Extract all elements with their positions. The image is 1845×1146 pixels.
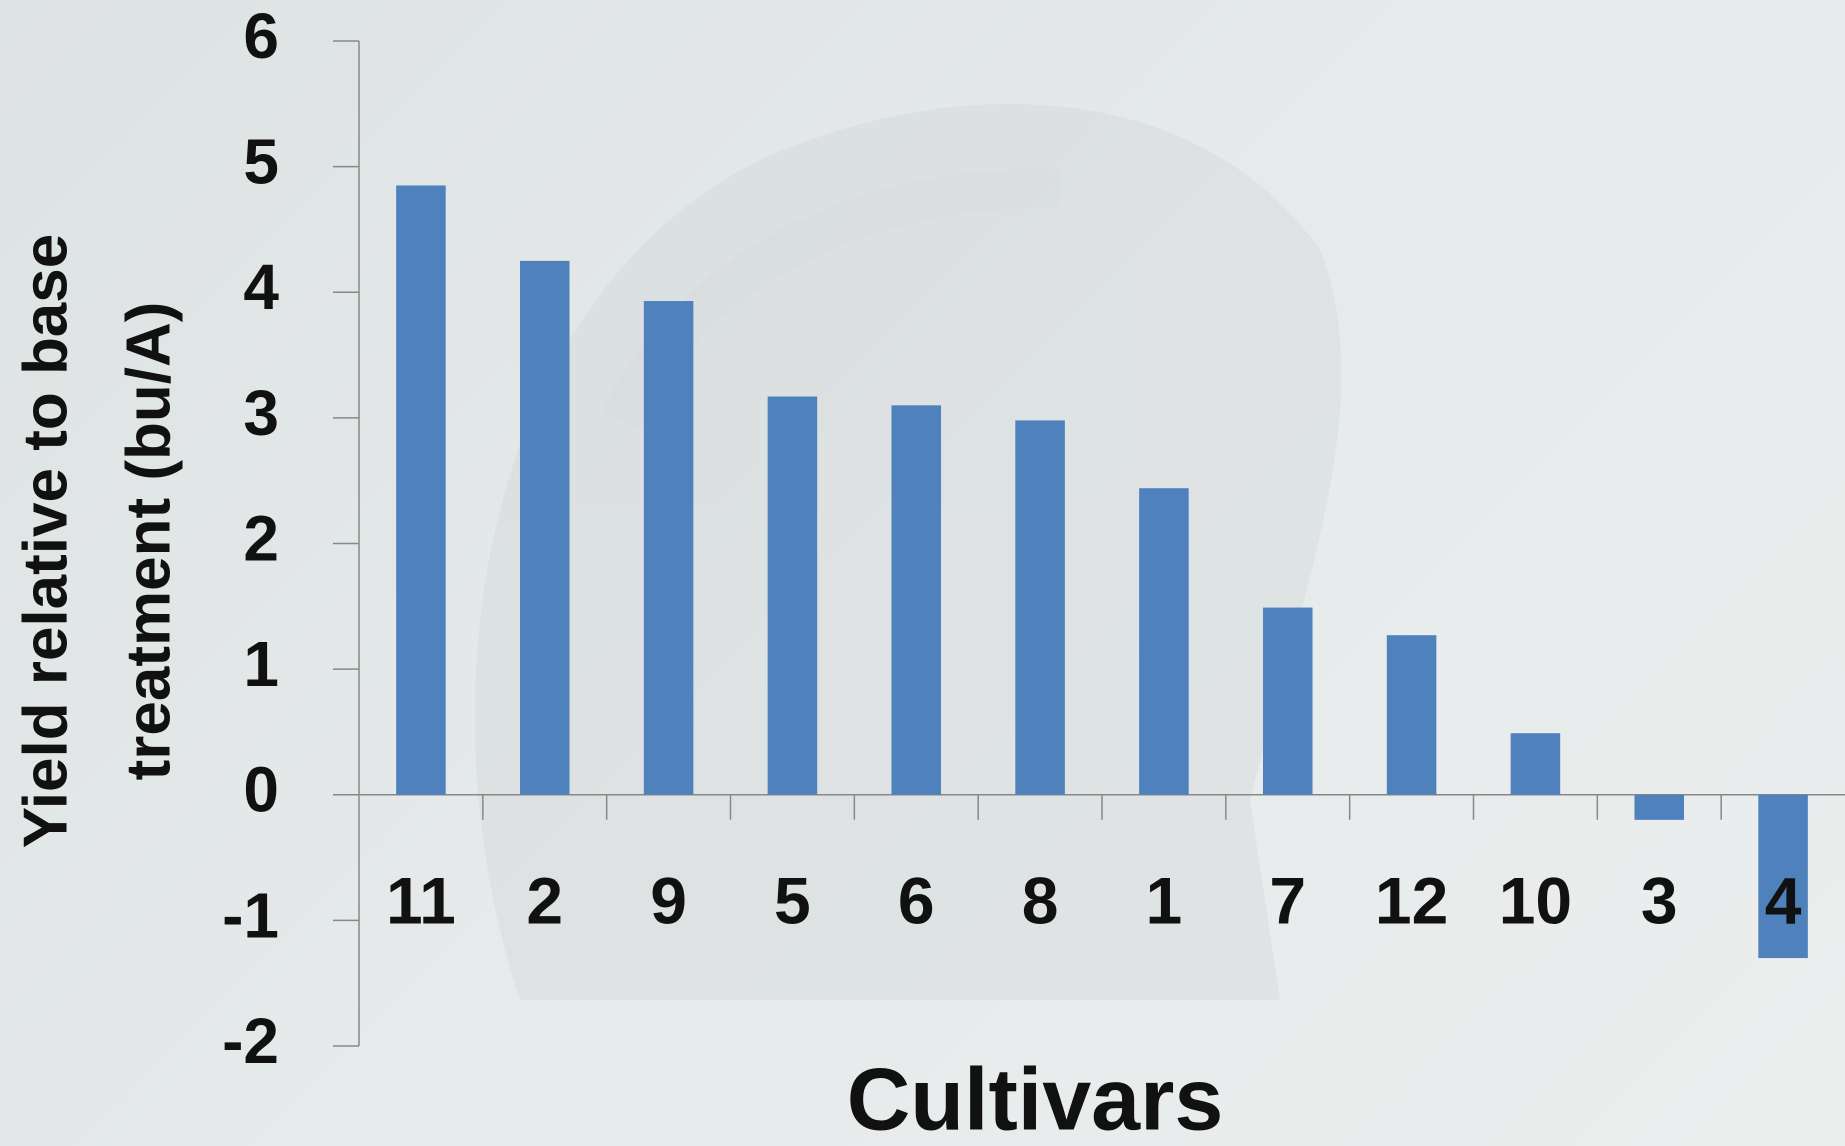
x-tick-label: 3 <box>1641 863 1678 937</box>
y-tick-label: 0 <box>243 754 279 826</box>
bar <box>1263 608 1313 795</box>
bar <box>520 261 570 795</box>
y-tick-label: 2 <box>243 502 279 574</box>
y-tick-label: -1 <box>222 879 279 951</box>
y-axis-title: treatment (bu/A) <box>114 302 183 781</box>
bar <box>1634 795 1684 820</box>
bar <box>768 397 818 795</box>
x-tick-label: 11 <box>386 863 456 937</box>
y-tick-label: 3 <box>243 377 279 449</box>
bar <box>1511 733 1561 795</box>
x-tick-label: 10 <box>1499 863 1572 937</box>
y-tick-label: 1 <box>243 628 279 700</box>
y-tick-label: 4 <box>243 251 279 323</box>
x-tick-label: 12 <box>1375 863 1448 937</box>
x-tick-label: 9 <box>650 863 687 937</box>
x-tick-label: 4 <box>1765 863 1802 937</box>
x-tick-label: 8 <box>1022 863 1059 937</box>
chart: Cultivars Yield relative to base treatme… <box>0 0 1845 1146</box>
y-tick-label: 6 <box>243 0 279 72</box>
bar <box>1387 635 1437 795</box>
bar <box>1015 420 1065 794</box>
x-tick-label: 5 <box>774 863 811 937</box>
x-tick-label: 6 <box>898 863 935 937</box>
x-tick-label: 2 <box>526 863 563 937</box>
x-axis-title: Cultivars <box>847 1049 1224 1146</box>
y-tick-label: 5 <box>243 126 279 198</box>
x-tick-label: 7 <box>1269 863 1306 937</box>
bar <box>396 185 446 794</box>
y-axis-title: Yield relative to base <box>11 234 80 849</box>
bar <box>891 405 941 794</box>
x-tick-label: 1 <box>1146 863 1183 937</box>
bar <box>1139 488 1189 795</box>
bar <box>644 301 694 795</box>
y-tick-label: -2 <box>222 1005 279 1077</box>
